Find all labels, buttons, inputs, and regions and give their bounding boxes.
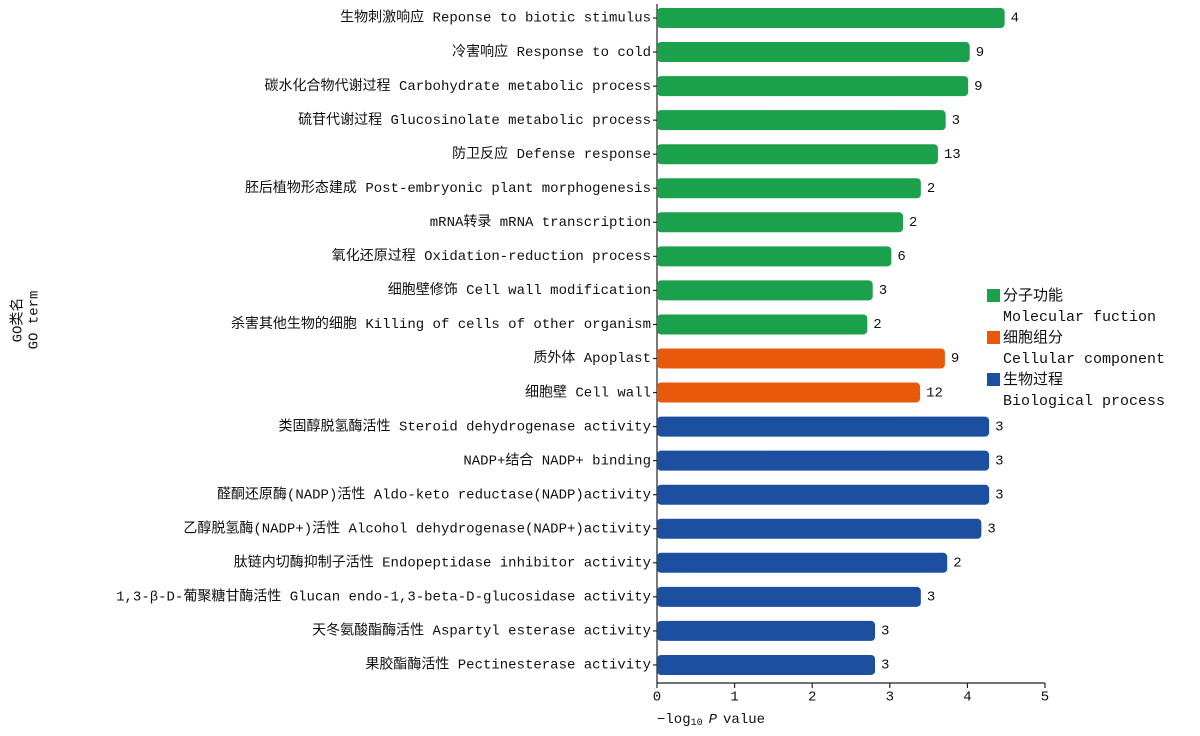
bar xyxy=(657,518,982,539)
y-tick-label: 胚后植物形态建成 Post-embryonic plant morphogene… xyxy=(245,180,651,197)
count-label: 3 xyxy=(995,419,1003,435)
count-label: 9 xyxy=(974,79,982,95)
count-label: 3 xyxy=(879,283,887,299)
x-tick-label: 2 xyxy=(808,690,816,706)
count-label: 3 xyxy=(881,658,889,674)
count-label: 3 xyxy=(995,453,1003,469)
y-tick-label: 果胶酯酶活性 Pectinesterase activity xyxy=(365,656,651,674)
legend-label-en: Cellular component xyxy=(1003,351,1165,368)
y-tick-label: NADP+结合 NADP+ binding xyxy=(463,452,651,469)
bar xyxy=(657,450,990,471)
bar xyxy=(657,484,990,505)
bar xyxy=(657,620,876,641)
count-label: 9 xyxy=(951,351,959,367)
bar xyxy=(657,246,892,267)
bar xyxy=(657,416,990,437)
count-label: 3 xyxy=(927,590,935,606)
count-label: 13 xyxy=(944,147,961,163)
bar xyxy=(657,280,873,301)
y-axis-title: GO类名 GO term xyxy=(10,291,43,350)
legend-label: 细胞组分 xyxy=(1003,329,1063,347)
legend-swatch xyxy=(987,289,1000,302)
legend-label-en: Molecular fuction xyxy=(1003,309,1156,326)
y-tick-label: mRNA转录 mRNA transcription xyxy=(430,214,651,231)
count-label: 2 xyxy=(873,317,881,333)
bar xyxy=(657,552,948,573)
y-tick-label: 氧化还原过程 Oxidation-reduction process xyxy=(332,248,651,265)
count-label: 3 xyxy=(952,113,960,129)
legend-label-en: Biological process xyxy=(1003,393,1165,410)
bar xyxy=(657,110,946,131)
y-tick-label: 醛酮还原酶(NADP)活性 Aldo-keto reductase(NADP)a… xyxy=(217,486,651,503)
count-label: 6 xyxy=(897,249,905,265)
y-label-en: GO term xyxy=(27,291,43,350)
y-tick-label: 生物刺激响应 Reponse to biotic stimulus xyxy=(340,9,651,27)
y-tick-label: 硫苷代谢过程 Glucosinolate metabolic process xyxy=(298,112,651,129)
count-label: 4 xyxy=(1011,11,1019,27)
bar xyxy=(657,76,969,97)
x-tick-label: 3 xyxy=(886,690,894,706)
y-tick-label: 细胞壁修饰 Cell wall modification xyxy=(388,282,651,299)
bar xyxy=(657,178,921,199)
count-label: 3 xyxy=(881,624,889,640)
y-label-cn: GO类名 xyxy=(10,298,27,343)
x-tick-label: 5 xyxy=(1041,690,1049,706)
y-tick-label: 天冬氨酸酯酶活性 Aspartyl esterase activity xyxy=(312,623,651,640)
x-tick-label: 0 xyxy=(653,690,661,706)
y-tick-label: 冷害响应 Response to cold xyxy=(452,43,651,61)
y-tick-label: 肽链内切酶抑制子活性 Endopeptidase inhibitor activ… xyxy=(234,555,651,572)
count-label: 12 xyxy=(926,385,943,401)
bar xyxy=(657,144,938,165)
count-label: 3 xyxy=(987,521,995,537)
y-tick-label: 细胞壁 Cell wall xyxy=(525,384,651,401)
count-label: 2 xyxy=(927,181,935,197)
x-tick-label: 1 xyxy=(730,690,738,706)
count-label: 2 xyxy=(953,556,961,572)
bar xyxy=(657,314,868,335)
legend-label: 分子功能 xyxy=(1003,287,1063,305)
y-tick-label: 碳水化合物代谢过程 Carbohydrate metabolic process xyxy=(265,78,651,95)
count-label: 3 xyxy=(995,487,1003,503)
bar xyxy=(657,586,921,607)
y-tick-label: 杀害其他生物的细胞 Killing of cells of other orga… xyxy=(231,316,651,333)
bar xyxy=(657,348,945,369)
bar xyxy=(657,382,921,403)
legend-label: 生物过程 xyxy=(1003,371,1063,389)
x-tick-label: 4 xyxy=(963,690,971,706)
bar xyxy=(657,654,876,675)
y-tick-label: 1,3-β-D-葡聚糖甘酶活性 Glucan endo-1,3-beta-D-g… xyxy=(116,589,651,606)
count-label: 2 xyxy=(909,215,917,231)
legend-swatch xyxy=(987,331,1000,344)
y-tick-label: 质外体 Apoplast xyxy=(533,350,651,367)
count-label: 9 xyxy=(976,45,984,61)
y-tick-label: 防卫反应 Defense response xyxy=(452,145,651,163)
legend-swatch xyxy=(987,373,1000,386)
bar xyxy=(657,42,970,63)
bar xyxy=(657,212,903,233)
bar xyxy=(657,8,1005,28)
y-tick-label: 类固醇脱氢酶活性 Steroid dehydrogenase activity xyxy=(279,417,651,435)
y-tick-label: 乙醇脱氢酶(NADP+)活性 Alcohol dehydrogenase(NAD… xyxy=(183,519,651,537)
